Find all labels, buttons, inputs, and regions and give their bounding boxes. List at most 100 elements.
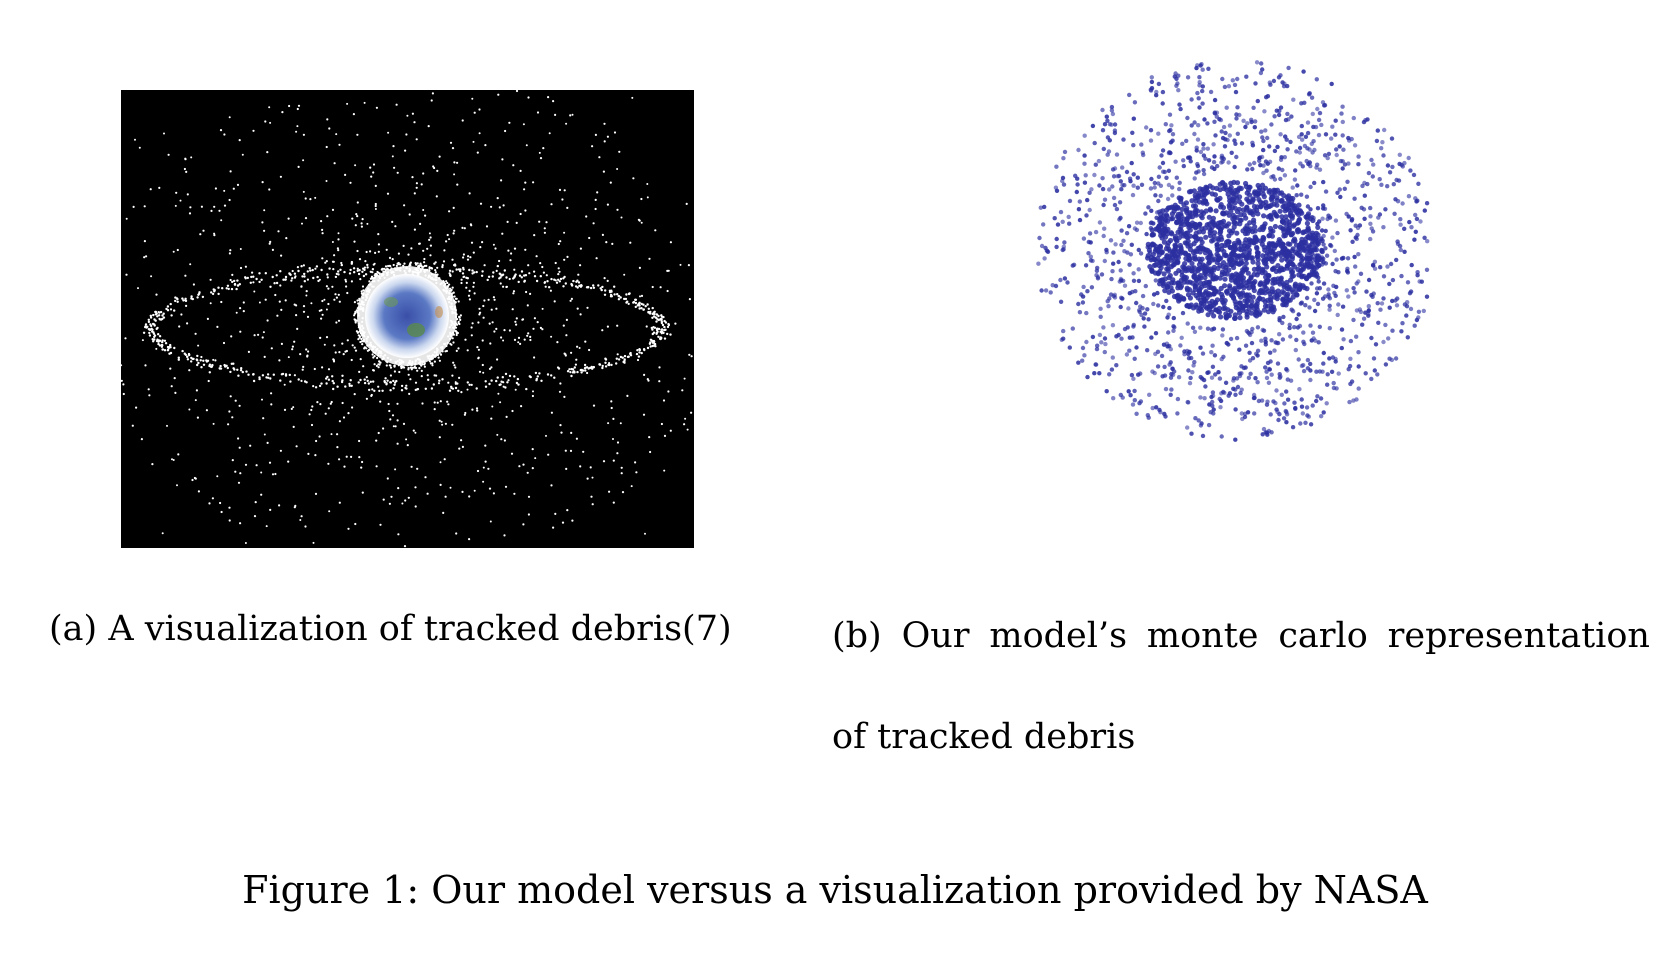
debris-dot: [357, 272, 361, 276]
debris-dot: [512, 277, 515, 280]
monte-carlo-dot: [1321, 350, 1326, 356]
debris-dot: [134, 138, 136, 141]
debris-dot: [451, 423, 454, 426]
monte-carlo-dot: [1207, 292, 1213, 298]
monte-carlo-dot: [1212, 230, 1218, 236]
monte-carlo-dot: [1134, 345, 1139, 350]
debris-dot: [270, 347, 273, 350]
monte-carlo-dot: [1325, 382, 1330, 387]
monte-carlo-dot: [1202, 225, 1208, 231]
debris-dot: [255, 464, 258, 467]
monte-carlo-dot: [1407, 291, 1413, 296]
debris-dot: [409, 366, 412, 369]
debris-dot: [435, 195, 438, 198]
monte-carlo-dot: [1131, 143, 1136, 148]
monte-carlo-dot: [1101, 233, 1106, 239]
monte-carlo-dot: [1383, 207, 1388, 212]
debris-dot: [604, 361, 607, 364]
monte-carlo-dot: [1116, 332, 1121, 338]
monte-carlo-dot: [1236, 284, 1242, 290]
monte-carlo-dot: [1070, 326, 1075, 331]
monte-carlo-dot: [1260, 327, 1265, 333]
debris-dot: [407, 496, 410, 499]
debris-dot: [304, 525, 307, 528]
debris-dot: [228, 506, 231, 509]
debris-dot: [519, 342, 522, 345]
debris-dot: [570, 351, 573, 354]
debris-dot: [369, 166, 372, 169]
debris-dot: [580, 371, 583, 374]
monte-carlo-dot: [1385, 163, 1391, 168]
debris-dot: [503, 329, 506, 332]
debris-dot: [526, 334, 529, 337]
debris-dot: [428, 360, 431, 363]
monte-carlo-dot: [1119, 278, 1124, 283]
debris-dot: [471, 269, 474, 272]
monte-carlo-dot: [1281, 203, 1288, 210]
monte-carlo-dot: [1323, 246, 1328, 251]
debris-dot: [507, 379, 510, 382]
monte-carlo-dot: [1153, 193, 1158, 198]
monte-carlo-dot: [1244, 205, 1250, 211]
debris-dot: [531, 394, 534, 398]
debris-dot: [488, 382, 491, 386]
monte-carlo-dot: [1363, 371, 1368, 376]
monte-carlo-dot: [1398, 247, 1403, 253]
debris-dot: [197, 361, 200, 365]
monte-carlo-dot: [1119, 242, 1124, 248]
monte-carlo-dot: [1092, 172, 1097, 178]
debris-dot: [462, 253, 465, 256]
monte-carlo-dot: [1234, 260, 1240, 266]
debris-dot: [156, 326, 159, 330]
monte-carlo-dot: [1082, 180, 1088, 185]
monte-carlo-dot: [1181, 276, 1187, 282]
debris-dot: [662, 315, 665, 319]
debris-dot: [221, 287, 224, 290]
monte-carlo-dot: [1232, 287, 1238, 293]
monte-carlo-dot: [1186, 155, 1191, 160]
monte-carlo-dot: [1263, 128, 1268, 133]
monte-carlo-dot: [1189, 198, 1195, 204]
monte-carlo-dot: [1393, 298, 1398, 303]
debris-dot: [157, 339, 161, 342]
debris-dot: [296, 266, 299, 269]
debris-dot: [392, 425, 395, 428]
monte-carlo-dot: [1368, 214, 1373, 219]
debris-dot: [250, 275, 253, 279]
debris-dot: [132, 205, 135, 208]
debris-dot: [508, 329, 511, 332]
debris-dot: [523, 188, 526, 191]
debris-dot: [405, 438, 408, 441]
monte-carlo-dot: [1319, 414, 1324, 419]
monte-carlo-dot: [1098, 314, 1103, 319]
debris-dot: [280, 308, 283, 311]
debris-dot: [319, 403, 322, 406]
debris-dot: [418, 264, 421, 267]
monte-carlo-dot: [1308, 184, 1313, 190]
monte-carlo-dot: [1180, 295, 1187, 301]
monte-carlo-dot: [1130, 130, 1135, 135]
subfigure-b-label: (b): [832, 616, 882, 656]
monte-carlo-dot: [1218, 314, 1224, 320]
debris-dot: [642, 308, 645, 311]
monte-carlo-dot: [1330, 235, 1335, 240]
monte-carlo-dot: [1042, 256, 1047, 261]
debris-dot: [388, 364, 391, 367]
monte-carlo-dot: [1214, 197, 1221, 203]
debris-dot: [502, 385, 505, 388]
monte-carlo-dot: [1274, 187, 1281, 193]
debris-dot: [279, 175, 282, 178]
debris-dot: [219, 501, 222, 505]
debris-dot: [360, 337, 363, 341]
debris-dot: [535, 255, 538, 258]
debris-dot: [638, 351, 641, 354]
monte-carlo-dot: [1294, 149, 1299, 154]
debris-dot: [295, 304, 298, 307]
monte-carlo-dot: [1341, 337, 1346, 342]
monte-carlo-dot: [1136, 267, 1141, 272]
monte-carlo-dot: [1238, 390, 1243, 396]
debris-dot: [469, 256, 472, 259]
monte-carlo-dot: [1058, 209, 1064, 215]
monte-carlo-dot: [1262, 270, 1268, 276]
monte-carlo-dot: [1368, 236, 1373, 242]
